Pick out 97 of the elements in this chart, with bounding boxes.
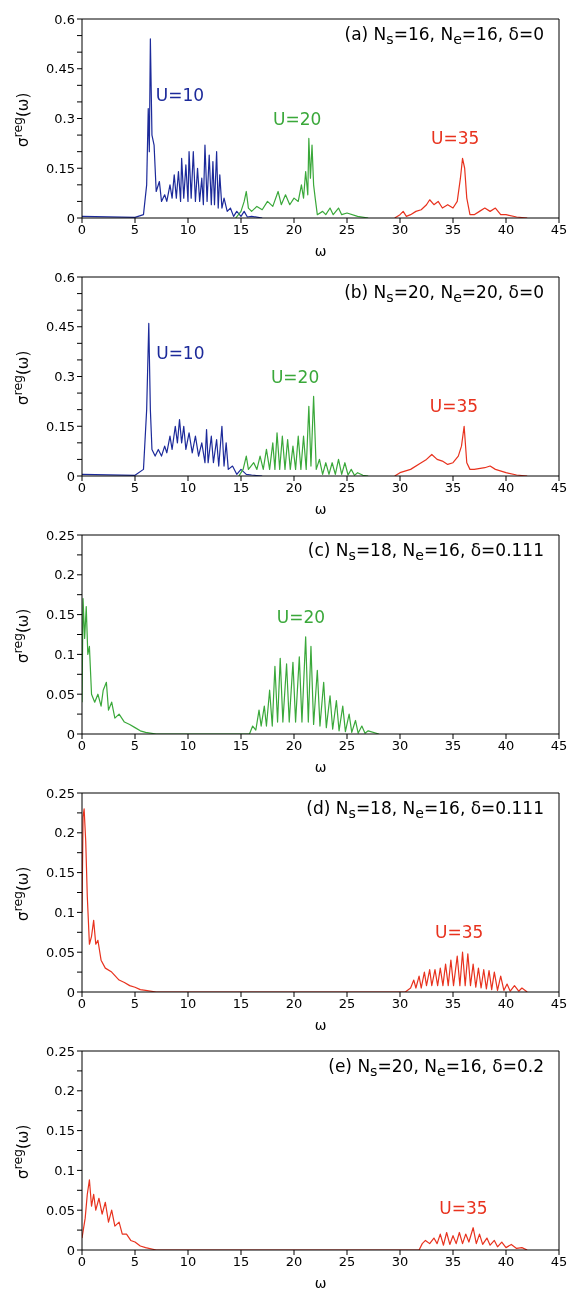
y-tick-label: 0.15 (46, 865, 75, 881)
x-tick-label: 10 (179, 1254, 197, 1270)
series-label: U=20 (270, 366, 320, 387)
y-tick-label: 0 (66, 726, 75, 742)
series-label: U=35 (429, 396, 479, 417)
y-tick-label: 0.15 (46, 160, 75, 176)
x-tick-label: 5 (130, 1254, 140, 1270)
y-tick-label: 0.1 (54, 647, 75, 663)
chart-title: (c) N$_{s}$=18, N$_{e}$=16, δ=0.111 (307, 540, 544, 564)
x-tick-label: 20 (285, 480, 303, 496)
series-label: U=20 (272, 108, 322, 129)
x-tick-label: 15 (232, 222, 250, 238)
x-tick-label: 15 (232, 738, 250, 754)
x-tick-label: 5 (130, 222, 140, 238)
y-tick-label: 0.15 (46, 1123, 75, 1139)
x-tick-label: 25 (338, 996, 356, 1012)
x-tick-label: 10 (179, 996, 197, 1012)
y-tick-label: 0.1 (54, 1163, 75, 1179)
y-tick-label: 0.45 (46, 319, 75, 335)
y-tick-label: 0.05 (46, 944, 75, 960)
x-tick-label: 35 (444, 480, 462, 496)
x-tick-label: 45 (550, 1254, 568, 1270)
series-label: U=10 (155, 84, 205, 105)
y-tick-label: 0 (66, 984, 75, 1000)
x-tick-label: 0 (77, 996, 87, 1012)
x-tick-label: 10 (179, 480, 197, 496)
x-tick-label: 10 (179, 222, 197, 238)
chart-title: (d) N$_{s}$=18, N$_{e}$=16, δ=0.111 (306, 798, 544, 822)
x-tick-label: 40 (497, 222, 515, 238)
series-label: U=10 (156, 342, 205, 363)
x-tick-label: 0 (77, 1254, 87, 1270)
x-tick-label: 15 (232, 1254, 250, 1270)
x-tick-label: 45 (550, 480, 568, 496)
y-tick-label: 0.3 (54, 369, 75, 385)
y-tick-label: 0.6 (54, 11, 75, 27)
y-tick-label: 0.25 (46, 785, 75, 801)
x-tick-label: 5 (130, 738, 140, 754)
series-label: U=35 (431, 128, 480, 149)
y-tick-label: 0.2 (54, 1083, 75, 1099)
x-tick-label: 45 (550, 738, 568, 754)
x-axis-title: ω (314, 1275, 327, 1291)
x-tick-label: 30 (391, 1254, 409, 1270)
x-tick-label: 40 (497, 996, 515, 1012)
x-axis-title: ω (314, 243, 327, 259)
x-tick-label: 15 (232, 996, 250, 1012)
y-tick-label: 0.1 (54, 905, 75, 921)
x-tick-label: 35 (444, 996, 462, 1012)
x-tick-label: 25 (338, 480, 356, 496)
x-tick-label: 40 (497, 738, 515, 754)
series-label: U=20 (276, 607, 326, 628)
x-tick-label: 25 (338, 738, 356, 754)
y-tick-label: 0.6 (54, 269, 75, 285)
x-tick-label: 40 (497, 1254, 515, 1270)
y-tick-label: 0.15 (46, 418, 75, 434)
y-tick-label: 0.15 (46, 607, 75, 623)
x-tick-label: 30 (391, 738, 409, 754)
x-tick-label: 45 (550, 222, 568, 238)
chart-title: (b) N$_{s}$=20, N$_{e}$=20, δ=0 (344, 282, 544, 306)
y-tick-label: 0 (66, 1242, 75, 1258)
x-tick-label: 35 (444, 1254, 462, 1270)
x-tick-label: 30 (391, 480, 409, 496)
x-tick-label: 20 (285, 1254, 303, 1270)
x-axis-title: ω (314, 1017, 327, 1033)
y-tick-label: 0.05 (46, 1202, 75, 1218)
x-tick-label: 20 (285, 222, 303, 238)
x-tick-label: 20 (285, 996, 303, 1012)
y-tick-label: 0.2 (54, 825, 75, 841)
chart-title: (e) N$_{s}$=20, N$_{e}$=16, δ=0.2 (328, 1056, 544, 1080)
x-axis-title: ω (314, 501, 327, 517)
x-tick-label: 5 (130, 996, 140, 1012)
y-tick-label: 0.05 (46, 686, 75, 702)
x-tick-label: 5 (130, 480, 140, 496)
y-tick-label: 0.2 (54, 567, 75, 583)
series-label: U=35 (439, 1197, 488, 1218)
x-axis-title: ω (314, 759, 327, 775)
y-tick-label: 0.3 (54, 111, 75, 127)
x-tick-label: 0 (77, 222, 87, 238)
x-tick-label: 0 (77, 738, 87, 754)
x-tick-label: 25 (338, 222, 356, 238)
x-tick-label: 20 (285, 738, 303, 754)
y-tick-label: 0.45 (46, 61, 75, 77)
y-tick-label: 0.25 (46, 527, 75, 543)
x-tick-label: 0 (77, 480, 87, 496)
y-tick-label: 0 (66, 468, 75, 484)
x-tick-label: 30 (391, 996, 409, 1012)
x-tick-label: 25 (338, 1254, 356, 1270)
x-tick-label: 35 (444, 738, 462, 754)
x-tick-label: 15 (232, 480, 250, 496)
y-tick-label: 0.25 (46, 1043, 75, 1059)
series-label: U=35 (435, 922, 484, 943)
x-tick-label: 35 (444, 222, 462, 238)
x-tick-label: 40 (497, 480, 515, 496)
x-tick-label: 10 (179, 738, 197, 754)
chart-title: (a) N$_{s}$=16, N$_{e}$=16, δ=0 (344, 24, 544, 48)
x-tick-label: 30 (391, 222, 409, 238)
x-tick-label: 45 (550, 996, 568, 1012)
y-tick-label: 0 (66, 210, 75, 226)
